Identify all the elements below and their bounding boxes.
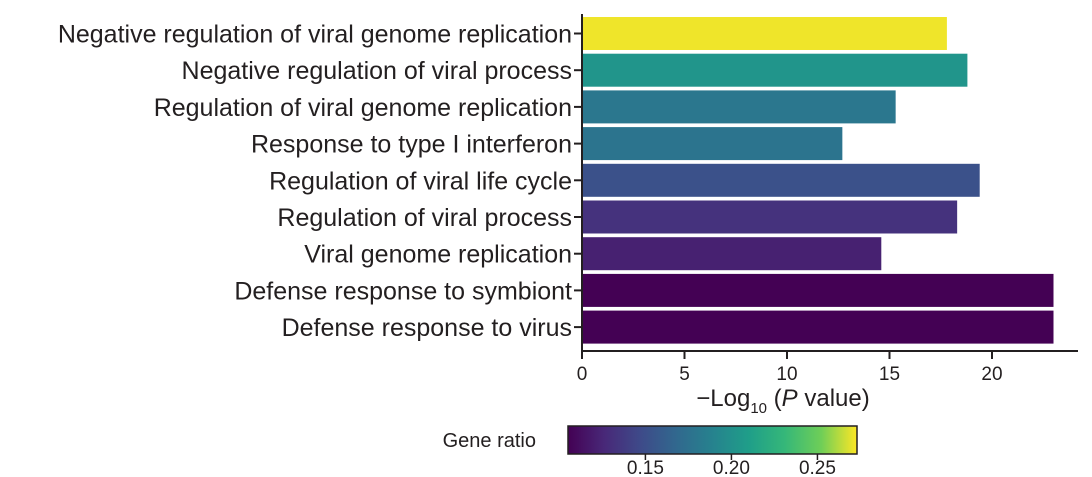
x-tick-label: 0 [577, 364, 588, 385]
category-label: Defense response to virus [282, 314, 572, 342]
category-labels: Negative regulation of viral genome repl… [58, 21, 572, 343]
category-label: Negative regulation of viral process [182, 57, 572, 85]
colorbar-tick-label: 0.20 [713, 458, 750, 477]
bar [582, 90, 896, 124]
x-tick-label: 5 [679, 364, 690, 385]
x-axis-ticks: 0 5 10 15 20 [577, 351, 1003, 385]
category-label: Response to type I interferon [251, 131, 572, 159]
category-label: Regulation of viral process [277, 204, 572, 232]
bar [582, 310, 1054, 344]
colorbar-gradient [567, 425, 858, 455]
category-label: Regulation of viral genome replication [154, 94, 572, 122]
x-axis-title-suffix: value) [798, 385, 870, 412]
x-axis-title: −Log10 (P value) [696, 385, 869, 417]
category-label: Regulation of viral life cycle [269, 167, 572, 195]
colorbar-tick-label: 0.25 [799, 458, 836, 477]
colorbar-title: Gene ratio [443, 430, 536, 452]
category-label: Defense response to symbiont [234, 277, 572, 305]
colorbar-tick-label: 0.15 [627, 458, 664, 477]
x-axis-title-subscript: 10 [750, 400, 767, 417]
axes [574, 14, 1078, 352]
x-tick-label: 20 [981, 364, 1002, 385]
bar [582, 237, 882, 271]
bar [582, 17, 947, 50]
x-tick-label: 10 [776, 364, 797, 385]
bars-layer [582, 17, 1054, 344]
x-axis-title-prefix: −Log [696, 385, 750, 412]
x-axis-title-italic: P [782, 385, 798, 412]
bar [582, 127, 843, 161]
bar [582, 163, 980, 197]
x-tick-label: 15 [879, 364, 900, 385]
bar [582, 200, 958, 234]
x-axis-title-paren: ( [767, 385, 782, 412]
bar [582, 273, 1054, 307]
bar [582, 53, 968, 87]
category-label: Negative regulation of viral genome repl… [58, 21, 572, 49]
colorbar: Gene ratio 0.15 0.20 0.25 [443, 425, 858, 477]
category-label: Viral genome replication [304, 241, 572, 269]
